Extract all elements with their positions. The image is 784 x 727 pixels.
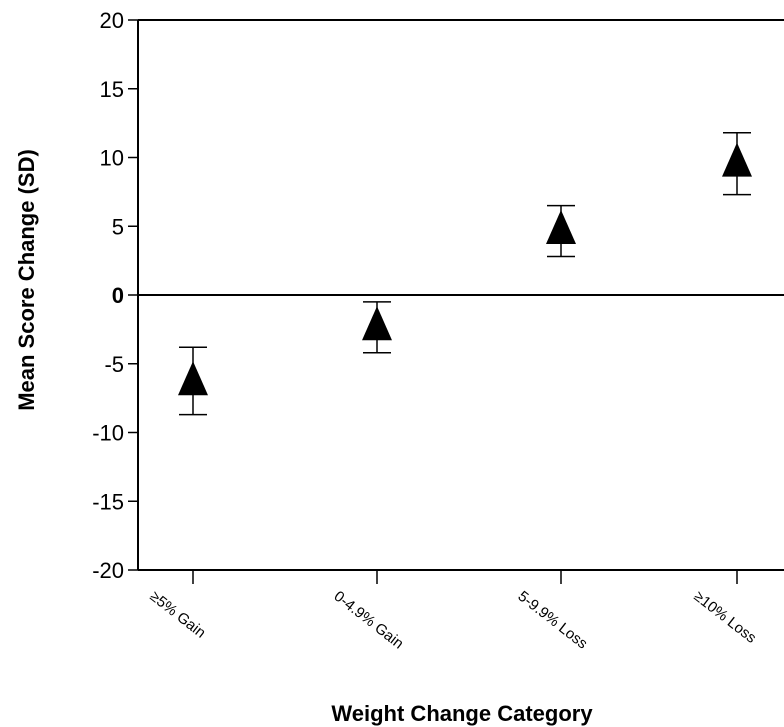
- y-tick-label: 20: [100, 8, 124, 33]
- y-axis: -20 -15 -10 -5 0 5 10 15 20: [92, 8, 138, 583]
- y-tick-label: -5: [104, 352, 124, 377]
- plot-frame: [137, 19, 784, 571]
- x-tick-label: ≥10% Loss: [691, 588, 760, 647]
- data-point-triangle: [722, 142, 752, 177]
- y-tick-label: -20: [92, 558, 124, 583]
- x-axis: ≥5% Gain 0-4.9% Gain 5-9.9% Loss ≥10% Loss: [147, 570, 760, 653]
- y-tick-label: 5: [112, 214, 124, 239]
- data-series: [178, 132, 752, 416]
- y-axis-title: Mean Score Change (SD): [14, 149, 39, 411]
- y-tick-label: 10: [100, 146, 124, 171]
- data-point-triangle: [178, 361, 208, 396]
- y-tick-label: 0: [112, 283, 124, 308]
- y-tick-label: -10: [92, 421, 124, 446]
- data-point-triangle: [546, 209, 576, 244]
- y-tick-label: 15: [100, 77, 124, 102]
- x-tick-label: 5-9.9% Loss: [515, 588, 591, 653]
- y-tick-label: -15: [92, 489, 124, 514]
- x-tick-label: 0-4.9% Gain: [331, 588, 407, 653]
- x-axis-title: Weight Change Category: [331, 701, 593, 726]
- x-tick-label: ≥5% Gain: [147, 588, 209, 642]
- data-point-triangle: [362, 306, 392, 341]
